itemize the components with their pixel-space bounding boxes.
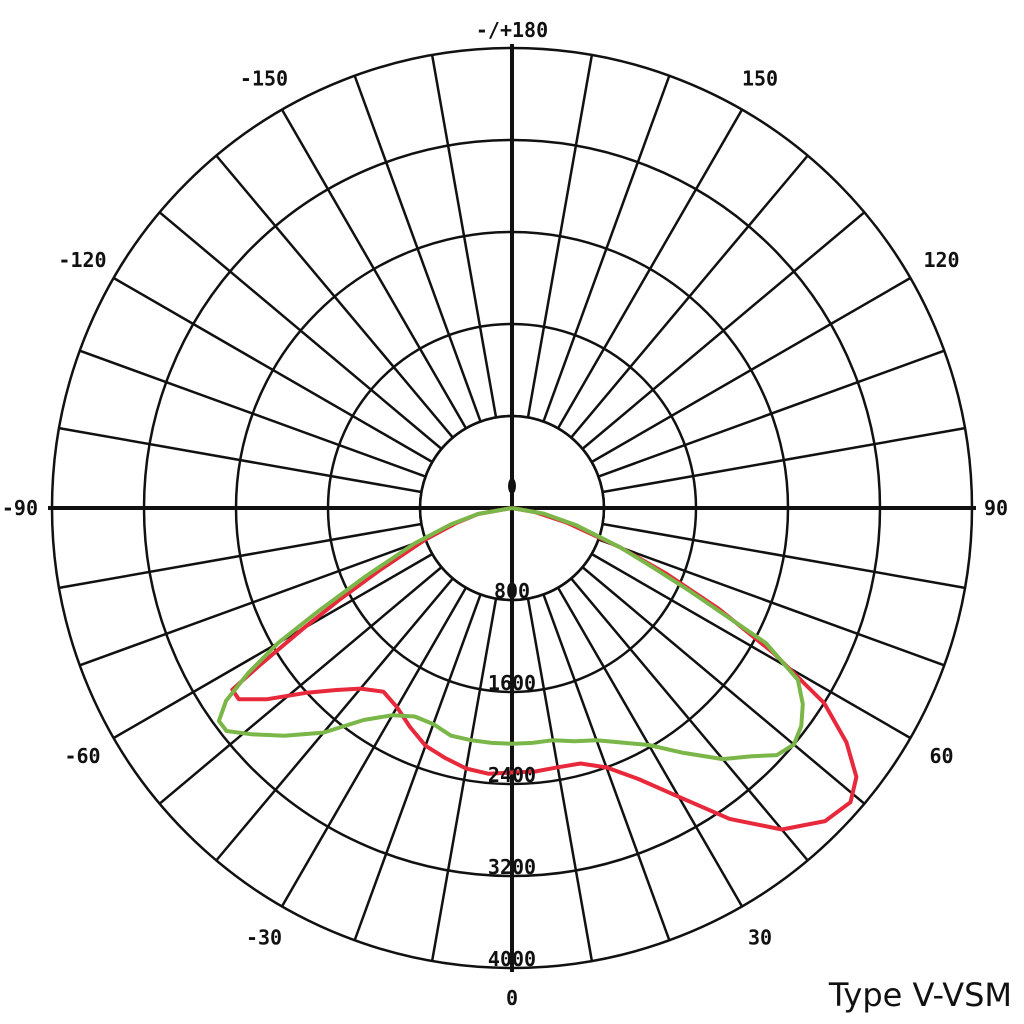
spoke--80	[58, 522, 422, 590]
spoke--140	[215, 154, 454, 439]
angle-label-180: -/+180	[476, 18, 548, 42]
spoke--170	[430, 54, 498, 418]
radial-tick-label-4000: 4000	[488, 947, 536, 971]
angle-label-neg90: -90	[2, 496, 38, 520]
spoke--30	[280, 587, 468, 907]
angle-label-neg30: -30	[246, 926, 282, 950]
spoke-50	[581, 566, 866, 805]
spoke-150	[556, 109, 744, 429]
angle-label-90: 90	[984, 496, 1008, 520]
spoke-160	[542, 75, 671, 422]
angle-label-neg120: -120	[58, 248, 106, 272]
spoke--100	[58, 426, 422, 494]
spoke--40	[215, 577, 454, 862]
spoke--150	[280, 109, 468, 429]
center-marker	[508, 478, 516, 494]
spoke-120	[591, 276, 911, 464]
axis-labels: 800 1600 2400 3200 4000 0 30 60 90 120 150 -/+180 -1…	[2, 18, 1008, 1010]
spoke--110	[79, 349, 426, 478]
series-curve-0	[230, 506, 859, 832]
spoke-10	[526, 598, 594, 962]
spoke--120	[113, 276, 433, 464]
spoke-130	[581, 211, 866, 450]
spoke--10	[430, 598, 498, 962]
radial-tick-label-800: 800	[494, 579, 530, 603]
series-curves	[216, 506, 859, 832]
spoke-60	[591, 552, 911, 740]
angle-label-neg60: -60	[64, 744, 100, 768]
spoke-70	[598, 538, 945, 667]
series-curve-1	[216, 506, 805, 762]
spoke-170	[526, 54, 594, 418]
radial-tick-label-3200: 3200	[488, 855, 536, 879]
angle-label-60: 60	[929, 744, 953, 768]
spoke--50	[158, 566, 443, 805]
angle-label-neg150: -150	[240, 67, 288, 91]
spoke--70	[79, 538, 426, 667]
spoke--20	[353, 594, 482, 941]
angle-label-150: 150	[742, 67, 778, 91]
spoke-100	[602, 426, 966, 494]
chart-caption: Type V-VSM	[828, 976, 1012, 1014]
spoke--130	[158, 211, 443, 450]
spoke-140	[570, 154, 809, 439]
angle-label-30: 30	[748, 926, 772, 950]
spoke--160	[353, 75, 482, 422]
spoke-40	[570, 577, 809, 862]
radial-tick-label-1600: 1600	[488, 671, 536, 695]
spoke-80	[602, 522, 966, 590]
radial-tick-label-2400: 2400	[488, 763, 536, 787]
angle-label-120: 120	[923, 248, 959, 272]
angle-label-0: 0	[506, 986, 518, 1010]
spoke-110	[598, 349, 945, 478]
